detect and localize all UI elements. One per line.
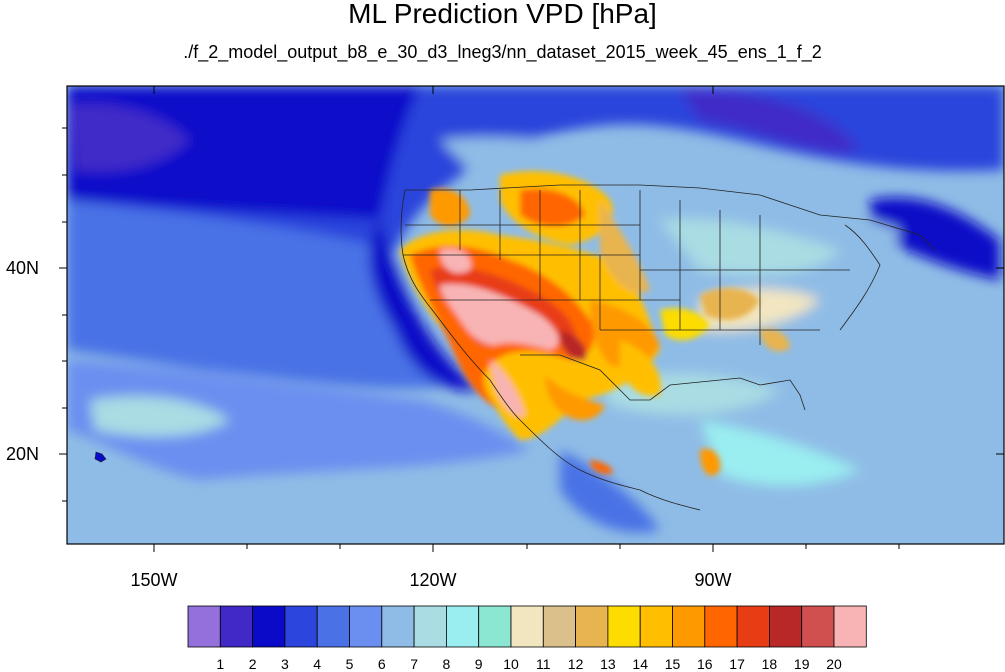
colorbar-label: 6 xyxy=(378,656,386,672)
colorbar-swatch xyxy=(639,605,673,648)
midwest-teal xyxy=(660,219,840,275)
map-title: ML Prediction VPD [hPa] xyxy=(348,0,657,29)
colorbar-swatch xyxy=(736,605,770,648)
hawaii-islands xyxy=(94,451,107,463)
colorbar-label: 7 xyxy=(410,656,418,672)
colorbar-label: 13 xyxy=(600,656,616,672)
lon-label-90w: 90W xyxy=(694,570,731,590)
plains-tan xyxy=(600,200,650,293)
lon-label-150w: 150W xyxy=(130,570,177,590)
colorbar-label: 11 xyxy=(536,656,551,672)
colorbar-label: 19 xyxy=(794,656,810,672)
vpd-field xyxy=(67,86,1004,544)
colorbar-label: 1 xyxy=(216,656,224,672)
colorbar-swatch xyxy=(478,605,512,648)
colorbar-label: 2 xyxy=(249,656,257,672)
baja-pink xyxy=(490,360,525,416)
new-mexico-darkred xyxy=(560,330,587,361)
colorbar-swatch xyxy=(284,605,318,648)
colorbar-label: 3 xyxy=(281,656,289,672)
atlantic-blue xyxy=(870,197,1000,280)
map-subtitle: ./f_2_model_output_b8_e_30_d3_lneg3/nn_d… xyxy=(183,42,822,62)
colorbar: 1 2 3 4 5 6 7 8 9 10 11 12 13 14 15 16 17 18 19 20 xyxy=(187,605,867,672)
texas-south-yellow xyxy=(620,340,661,396)
georgia-tan xyxy=(760,328,790,352)
us-west-coastline xyxy=(400,189,521,421)
colorbar-label: 9 xyxy=(475,656,483,672)
canada-purple xyxy=(680,89,860,153)
colorbar-swatch xyxy=(445,605,480,648)
colorbar-swatch xyxy=(801,605,835,648)
caribbean-cyan xyxy=(700,420,860,486)
colorbar-label: 10 xyxy=(503,656,519,672)
east-coastline xyxy=(839,224,881,331)
gulf-alaska-purple xyxy=(70,103,190,172)
southwest-pink xyxy=(440,284,559,350)
mexico-south-red xyxy=(590,460,613,475)
lat-label-20n: 20N xyxy=(6,444,39,464)
colorbar-swatch xyxy=(704,605,738,648)
mexico-south-blue xyxy=(560,450,660,533)
lat-label-40n: 40N xyxy=(6,258,39,278)
colorbar-swatch xyxy=(252,605,286,648)
colorbar-swatch xyxy=(381,605,415,648)
colorbar-swatch xyxy=(316,605,350,648)
colorbar-swatch xyxy=(542,605,576,648)
colorbar-swatch xyxy=(607,605,641,648)
colorbar-label: 4 xyxy=(313,656,321,672)
colorbar-label: 20 xyxy=(826,656,842,672)
colorbar-swatch xyxy=(413,605,447,648)
ticks xyxy=(59,86,1004,552)
colorbar-label: 17 xyxy=(729,656,745,672)
mexico-north-orange xyxy=(545,375,605,421)
colorbar-swatch xyxy=(219,605,254,648)
boundaries xyxy=(400,184,936,511)
colorbar-label: 14 xyxy=(632,656,648,672)
pacific-teal-patch xyxy=(90,396,230,437)
southern-border-gulf xyxy=(520,354,806,411)
northern-border xyxy=(405,184,936,251)
colorbar-swatch xyxy=(187,605,221,648)
state-lines-horizontal xyxy=(403,224,850,331)
colorbar-label: 18 xyxy=(762,656,778,672)
pacific-south-blue xyxy=(67,360,530,480)
colorbar-swatch xyxy=(769,605,803,648)
colorbar-swatch xyxy=(349,605,383,648)
coastal-dark-blue xyxy=(369,220,480,391)
mexico-coast xyxy=(519,419,701,511)
colorbar-swatch xyxy=(672,605,706,648)
caribbean-orange xyxy=(700,448,721,476)
colorbar-label: 15 xyxy=(665,656,681,672)
colorbar-label: 16 xyxy=(697,656,713,672)
tennessee-tan xyxy=(700,288,760,320)
oklahoma-yellow xyxy=(660,308,710,341)
colorbar-label: 8 xyxy=(443,656,451,672)
colorbar-swatch xyxy=(510,605,544,648)
montana-orange xyxy=(520,188,585,227)
pacific-mid-blue xyxy=(67,200,470,389)
colorbar-label: 5 xyxy=(346,656,354,672)
lon-label-120w: 120W xyxy=(409,570,456,590)
texas-orange xyxy=(590,300,660,367)
colorbar-label: 12 xyxy=(568,656,584,672)
colorbar-swatch xyxy=(575,605,609,648)
colorbar-swatch xyxy=(833,605,867,648)
